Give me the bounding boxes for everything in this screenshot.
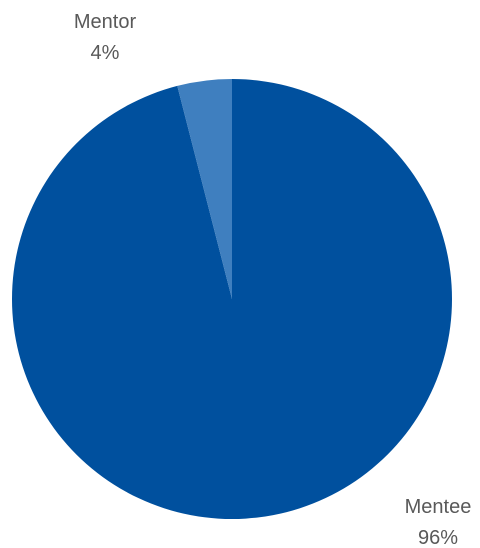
pie-slices: [11, 79, 452, 519]
slice-label-mentee-name: Mentee: [405, 496, 472, 518]
slice-label-mentor-name: Mentor: [74, 11, 137, 33]
pie-slice-mentor: [177, 79, 232, 299]
slice-label-mentee-value: 96%: [418, 527, 458, 548]
slice-label-mentor-value: 4%: [91, 42, 120, 64]
pie-slice-mentee: [11, 79, 452, 519]
